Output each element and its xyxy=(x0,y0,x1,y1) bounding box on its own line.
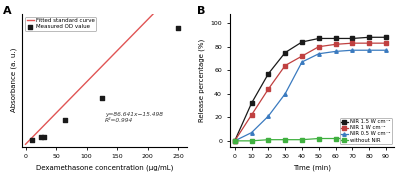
NIR 1 W cm⁻² xyxy=(283,64,288,67)
Y-axis label: Absorbance (a. u.): Absorbance (a. u.) xyxy=(10,48,17,112)
Line: Fitted standard curve: Fitted standard curve xyxy=(26,0,184,144)
NIR 1 W cm⁻² xyxy=(316,46,321,48)
Line: without NIR: without NIR xyxy=(233,137,388,143)
NIR 1 W cm⁻² xyxy=(333,43,338,45)
without NIR xyxy=(350,138,355,140)
NIR 1 W cm⁻² xyxy=(300,55,304,57)
NIR 1.5 W cm⁻² xyxy=(333,37,338,39)
X-axis label: Time (min): Time (min) xyxy=(293,165,331,172)
Text: B: B xyxy=(197,6,205,16)
X-axis label: Dexamethasone concentration (μg/mL): Dexamethasone concentration (μg/mL) xyxy=(36,165,174,172)
Measured OD value xyxy=(41,135,47,138)
Y-axis label: Release percentage (%): Release percentage (%) xyxy=(198,39,205,122)
NIR 1.5 W cm⁻² xyxy=(350,37,355,39)
Line: NIR 0.5 W cm⁻²: NIR 0.5 W cm⁻² xyxy=(233,48,388,143)
NIR 0.5 W cm⁻² xyxy=(367,49,372,51)
NIR 1.5 W cm⁻² xyxy=(316,37,321,39)
Fitted standard curve xyxy=(23,143,28,145)
Fitted standard curve xyxy=(157,7,162,9)
NIR 0.5 W cm⁻² xyxy=(300,61,304,63)
without NIR xyxy=(316,138,321,140)
without NIR xyxy=(232,140,237,142)
NIR 1.5 W cm⁻² xyxy=(384,36,388,38)
Fitted standard curve xyxy=(24,143,28,145)
NIR 1.5 W cm⁻² xyxy=(232,140,237,142)
NIR 1 W cm⁻² xyxy=(266,88,271,90)
NIR 1 W cm⁻² xyxy=(249,114,254,116)
Legend: NIR 1.5 W cm⁻², NIR 1 W cm⁻², NIR 0.5 W cm⁻², without NIR: NIR 1.5 W cm⁻², NIR 1 W cm⁻², NIR 0.5 W … xyxy=(340,118,392,144)
NIR 1 W cm⁻² xyxy=(232,140,237,142)
NIR 1.5 W cm⁻² xyxy=(300,41,304,43)
Legend: Fitted standard curve, Measured OD value: Fitted standard curve, Measured OD value xyxy=(25,16,96,31)
NIR 0.5 W cm⁻² xyxy=(384,49,388,51)
without NIR xyxy=(283,139,288,141)
NIR 0.5 W cm⁻² xyxy=(249,132,254,134)
Measured OD value xyxy=(99,96,105,99)
NIR 1.5 W cm⁻² xyxy=(249,102,254,104)
NIR 0.5 W cm⁻² xyxy=(350,49,355,51)
Text: y=86.641x−15.498
R²=0.994: y=86.641x−15.498 R²=0.994 xyxy=(105,112,163,123)
NIR 0.5 W cm⁻² xyxy=(333,50,338,52)
Text: A: A xyxy=(3,6,11,16)
Measured OD value xyxy=(28,138,35,141)
NIR 0.5 W cm⁻² xyxy=(266,115,271,117)
Line: NIR 1 W cm⁻²: NIR 1 W cm⁻² xyxy=(233,41,388,143)
NIR 1 W cm⁻² xyxy=(384,42,388,44)
NIR 0.5 W cm⁻² xyxy=(316,53,321,55)
without NIR xyxy=(266,139,271,141)
NIR 1.5 W cm⁻² xyxy=(283,52,288,54)
Measured OD value xyxy=(38,136,44,139)
Fitted standard curve xyxy=(118,47,122,49)
NIR 0.5 W cm⁻² xyxy=(283,93,288,95)
NIR 1.5 W cm⁻² xyxy=(266,73,271,75)
Measured OD value xyxy=(62,118,68,121)
Measured OD value xyxy=(175,26,181,29)
NIR 1 W cm⁻² xyxy=(367,42,372,44)
without NIR xyxy=(300,139,304,141)
without NIR xyxy=(384,138,388,140)
Line: NIR 1.5 W cm⁻²: NIR 1.5 W cm⁻² xyxy=(233,36,388,143)
NIR 1 W cm⁻² xyxy=(350,42,355,44)
without NIR xyxy=(367,138,372,140)
Fitted standard curve xyxy=(120,44,125,46)
without NIR xyxy=(249,140,254,142)
without NIR xyxy=(333,138,338,140)
NIR 0.5 W cm⁻² xyxy=(232,140,237,142)
Fitted standard curve xyxy=(117,47,122,49)
NIR 1.5 W cm⁻² xyxy=(367,36,372,38)
